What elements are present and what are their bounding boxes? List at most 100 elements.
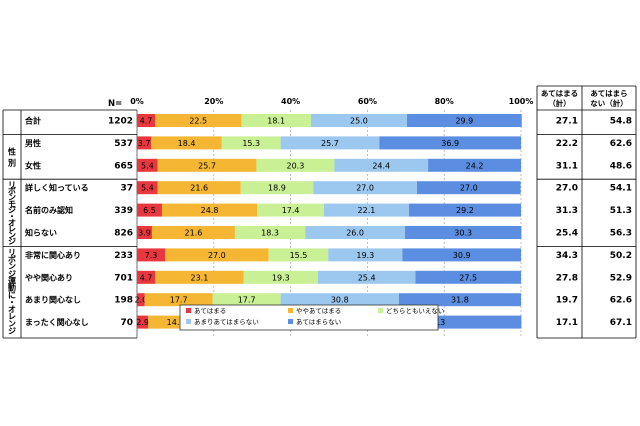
data-label: 22.5 bbox=[189, 117, 207, 126]
data-label: 26.0 bbox=[346, 229, 364, 238]
applies-value: 19.7 bbox=[556, 296, 578, 306]
legend-label: ややあてはまる bbox=[296, 307, 341, 315]
not-applies-value: 67.1 bbox=[610, 318, 632, 328]
summary-header-applies: あてはまる bbox=[541, 89, 578, 98]
data-label: 5.4 bbox=[141, 161, 154, 170]
legend-swatch bbox=[186, 319, 191, 324]
n-value: 665 bbox=[114, 161, 133, 171]
group-label: 性別 bbox=[7, 146, 16, 167]
row-label: 非常に関心あり bbox=[25, 250, 81, 260]
row-label: 合計 bbox=[24, 116, 41, 126]
bar-segment bbox=[406, 114, 522, 127]
bar-segment bbox=[310, 114, 407, 127]
bar-segment bbox=[157, 181, 241, 195]
not-applies-value: 54.1 bbox=[610, 184, 632, 194]
bar-segment bbox=[240, 181, 314, 195]
bar-segment bbox=[280, 293, 399, 307]
data-label: 25.4 bbox=[358, 273, 376, 282]
data-label: 18.4 bbox=[178, 139, 196, 148]
data-label: 21.6 bbox=[190, 184, 208, 193]
bar-segment bbox=[305, 226, 406, 239]
group-label: リボンモジ・オレンジ bbox=[8, 180, 16, 246]
legend-label: あまりあてはまらない bbox=[194, 318, 259, 326]
bar-segment bbox=[402, 248, 521, 262]
legend-swatch bbox=[288, 308, 293, 313]
data-label: 25.7 bbox=[321, 139, 339, 148]
bar-segment bbox=[317, 270, 416, 284]
not-applies-value: 56.3 bbox=[610, 229, 632, 239]
data-label: 7.3 bbox=[145, 251, 158, 260]
not-applies-value: 52.9 bbox=[610, 273, 632, 283]
bar-segment bbox=[137, 248, 166, 262]
data-label: 4.7 bbox=[140, 273, 153, 282]
applies-value: 34.3 bbox=[556, 251, 578, 261]
applies-value: 31.3 bbox=[556, 206, 578, 216]
not-applies-value: 54.8 bbox=[610, 117, 632, 127]
bar-segment bbox=[137, 136, 152, 150]
data-label: 3.9 bbox=[138, 229, 151, 238]
x-tick-label: 20% bbox=[204, 97, 223, 106]
bar-segment bbox=[324, 203, 409, 217]
bar-segment bbox=[256, 158, 335, 172]
bar-segment bbox=[137, 226, 152, 239]
n-value: 70 bbox=[120, 318, 133, 328]
bar-segment bbox=[268, 248, 329, 262]
bar-segment bbox=[137, 270, 156, 284]
legend-box bbox=[179, 304, 439, 331]
applies-value: 25.4 bbox=[556, 229, 578, 239]
legend-swatch bbox=[288, 319, 293, 324]
data-label: 15.5 bbox=[290, 251, 308, 260]
data-label: 14.3 bbox=[167, 318, 185, 327]
bar-segment bbox=[379, 136, 521, 150]
applies-value: 27.1 bbox=[556, 117, 578, 127]
data-label: 17.7 bbox=[170, 296, 188, 305]
data-label: 17.4 bbox=[282, 206, 300, 215]
bar-segment bbox=[257, 203, 325, 217]
n-value: 701 bbox=[114, 273, 133, 283]
bar-segment bbox=[408, 203, 521, 217]
data-label: 18.1 bbox=[267, 117, 285, 126]
n-value: 198 bbox=[114, 296, 133, 306]
row-label: やや関心あり bbox=[25, 272, 73, 282]
bar-segment bbox=[137, 114, 156, 127]
n-value: 37 bbox=[120, 184, 133, 194]
bar-segment bbox=[137, 181, 158, 195]
bar-segment bbox=[137, 203, 162, 217]
data-label: 5.4 bbox=[141, 184, 154, 193]
data-label: 18.9 bbox=[268, 184, 286, 193]
bar-segment bbox=[405, 226, 522, 239]
data-label: 19.3 bbox=[272, 273, 290, 282]
data-label: 18.3 bbox=[261, 229, 279, 238]
bar-segment bbox=[313, 181, 417, 195]
data-label: 29.2 bbox=[456, 206, 474, 215]
summary-header-not-applies: ない（計） bbox=[590, 98, 628, 108]
not-applies-value: 51.3 bbox=[610, 206, 632, 216]
n-header: N= bbox=[108, 99, 122, 109]
row-label: あまり関心なし bbox=[25, 295, 81, 305]
data-label: 27.0 bbox=[460, 184, 478, 193]
data-label: 25.0 bbox=[350, 117, 368, 126]
bar-segment bbox=[155, 114, 242, 127]
legend-swatch bbox=[378, 308, 383, 313]
not-applies-value: 48.6 bbox=[610, 161, 632, 171]
bar-segment bbox=[155, 270, 244, 284]
data-label: 24.4 bbox=[372, 161, 390, 170]
x-tick-label: 80% bbox=[435, 97, 454, 106]
bar-segment bbox=[243, 270, 318, 284]
data-label: 6.5 bbox=[143, 206, 156, 215]
data-label: 30.3 bbox=[454, 229, 472, 238]
row-label: 知らない bbox=[25, 228, 57, 238]
not-applies-value: 50.2 bbox=[610, 251, 632, 261]
data-label: 31.8 bbox=[451, 296, 469, 305]
bar-segment bbox=[151, 136, 222, 150]
data-label: 4.7 bbox=[140, 117, 153, 126]
data-label: 30.9 bbox=[453, 251, 471, 260]
bar-segment bbox=[328, 248, 403, 262]
data-label: 19.3 bbox=[356, 251, 374, 260]
row-label: まったく関心なし bbox=[25, 317, 89, 327]
bar-segment bbox=[161, 203, 258, 217]
data-label: 21.6 bbox=[185, 229, 203, 238]
table-layer: あてはまる（計）あてはまらない（計） bbox=[2, 85, 637, 339]
applies-value: 27.0 bbox=[556, 184, 578, 194]
